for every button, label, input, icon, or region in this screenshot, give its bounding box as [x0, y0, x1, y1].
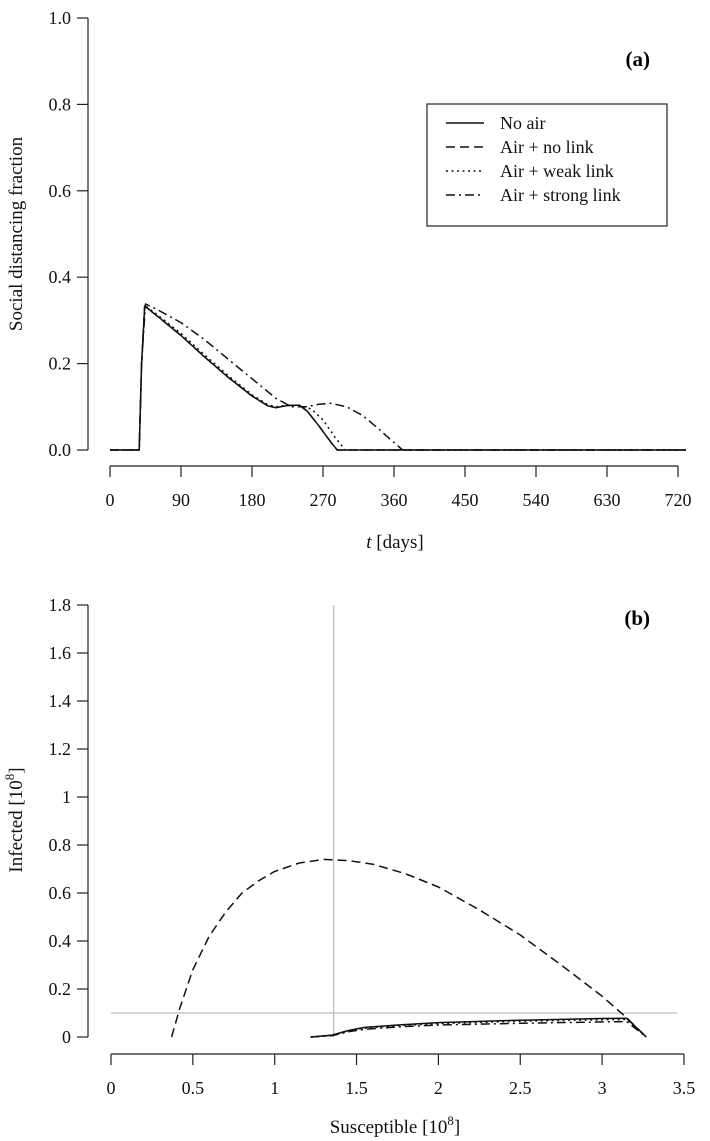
y-tick-label: 0.8 [49, 94, 72, 114]
x-tick-label: 0 [106, 490, 115, 510]
x-tick-label: 2.5 [509, 1078, 532, 1098]
series-line-air-strong-link [310, 1020, 647, 1038]
panel-b: 0 0.2 0.4 0.6 0.8 1 1.2 1.4 1.6 1.8 0 0.5 1 1.5 2 2.5 3 3… [2, 595, 695, 1138]
legend-entry: Air + weak link [500, 161, 614, 181]
x-tick-label: 720 [665, 490, 692, 510]
x-tick-label: 90 [172, 490, 190, 510]
y-tick-label: 1.6 [49, 643, 72, 663]
x-tick-label: 0 [107, 1078, 116, 1098]
legend-box [426, 103, 668, 227]
y-tick-label: 0.2 [49, 354, 72, 374]
y-tick-label: 1.8 [49, 595, 72, 615]
x-axis-label: Susceptible [108] [330, 1113, 461, 1138]
series-line-no-air [110, 305, 686, 451]
y-tick-label: 0 [62, 1027, 71, 1047]
y-axis-label: Infected [108] [2, 767, 27, 872]
series-line-air-no-link [110, 305, 686, 451]
x-tick-label: 270 [310, 490, 337, 510]
y-tick-label: 1.2 [49, 739, 72, 759]
x-axis-label: t [days] [366, 532, 424, 553]
x-tick-label: 1 [270, 1078, 279, 1098]
y-axis-label-end: ] [6, 767, 27, 773]
x-axis-label-sup: 8 [447, 1113, 454, 1128]
x-axis-label-unit: [days] [372, 532, 424, 553]
x-tick-label: 0.5 [182, 1078, 205, 1098]
series-line-air-no-link [170, 858, 647, 1038]
y-tick-label: 0.0 [49, 440, 72, 460]
x-tick-label: 180 [239, 490, 266, 510]
panel-a: 0.0 0.2 0.4 0.6 0.8 1.0 0 90 180 270 360 450 540 630 7… [6, 8, 692, 553]
x-tick-label: 1.5 [345, 1078, 368, 1098]
panel-label: (a) [626, 47, 651, 71]
y-tick-label: 1 [62, 787, 71, 807]
legend: No air Air + no link Air + weak link Air + … [426, 103, 668, 227]
x-tick-label: 630 [594, 490, 621, 510]
legend-entry: Air + no link [500, 137, 594, 157]
series-line-air-weak-link [110, 304, 686, 451]
x-tick-label: 360 [381, 490, 408, 510]
x-axis-label-text: Susceptible [10 [330, 1117, 448, 1138]
x-tick-label: 540 [523, 490, 550, 510]
y-axis-label: Social distancing fraction [6, 136, 27, 331]
y-tick-label: 0.6 [49, 883, 72, 903]
x-tick-label: 3 [598, 1078, 607, 1098]
y-axis-label-sup: 8 [2, 774, 17, 781]
y-tick-label: 1.4 [49, 691, 72, 711]
x-tick-label: 2 [434, 1078, 443, 1098]
x-axis-label-end: ] [454, 1117, 460, 1138]
x-tick-label: 3.5 [673, 1078, 696, 1098]
x-tick-label: 450 [452, 490, 479, 510]
x-axis-label-var: t [366, 532, 372, 553]
y-tick-label: 0.6 [49, 181, 72, 201]
y-tick-label: 0.4 [49, 931, 72, 951]
panel-label: (b) [624, 606, 650, 630]
y-axis-label-text: Infected [10 [6, 780, 27, 872]
y-tick-label: 0.2 [49, 979, 72, 999]
y-tick-label: 0.8 [49, 835, 72, 855]
y-tick-label: 1.0 [49, 8, 72, 28]
y-tick-label: 0.4 [49, 267, 72, 287]
series-line-no-air [310, 1017, 647, 1038]
legend-entry: No air [500, 113, 545, 133]
series-line-air-strong-link [110, 303, 686, 451]
legend-entry: Air + strong link [500, 185, 621, 205]
